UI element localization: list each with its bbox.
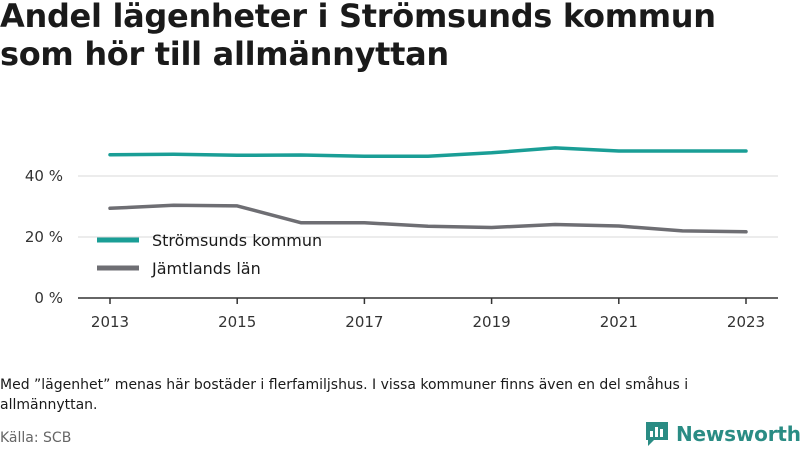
series-line-2 — [108, 203, 748, 234]
series-line-1 — [108, 146, 748, 158]
legend-swatch — [97, 237, 139, 243]
y-tick-label: 20 % — [25, 228, 63, 246]
legend-swatch — [97, 265, 139, 271]
source-label: Källa: SCB — [0, 430, 72, 446]
y-tick-label: 0 % — [34, 289, 63, 307]
x-tick-label: 2023 — [727, 313, 765, 331]
newsworthy-logo-icon — [646, 422, 668, 446]
x-tick-label: 2013 — [91, 313, 129, 331]
chart-note: Med ”lägenhet” menas här bostäder i fler… — [0, 377, 689, 413]
chart-title: Andel lägenheter i Strömsunds kommun som… — [0, 0, 716, 73]
x-tick-label: 2019 — [473, 313, 511, 331]
legend-label: Strömsunds kommun — [152, 231, 322, 250]
legend-label: Jämtlands län — [151, 259, 261, 278]
line-chart: 0 % 20 % 40 % 2013 2015 2017 2019 2021 2023 Strö… — [25, 146, 778, 331]
newsworthy-logo: Newsworthy — [644, 419, 800, 449]
y-tick-label: 40 % — [25, 167, 63, 185]
x-tick-label: 2015 — [218, 313, 256, 331]
x-tick-label: 2017 — [345, 313, 383, 331]
brand-name: Newsworthy — [676, 422, 800, 446]
x-tick-label: 2021 — [600, 313, 638, 331]
